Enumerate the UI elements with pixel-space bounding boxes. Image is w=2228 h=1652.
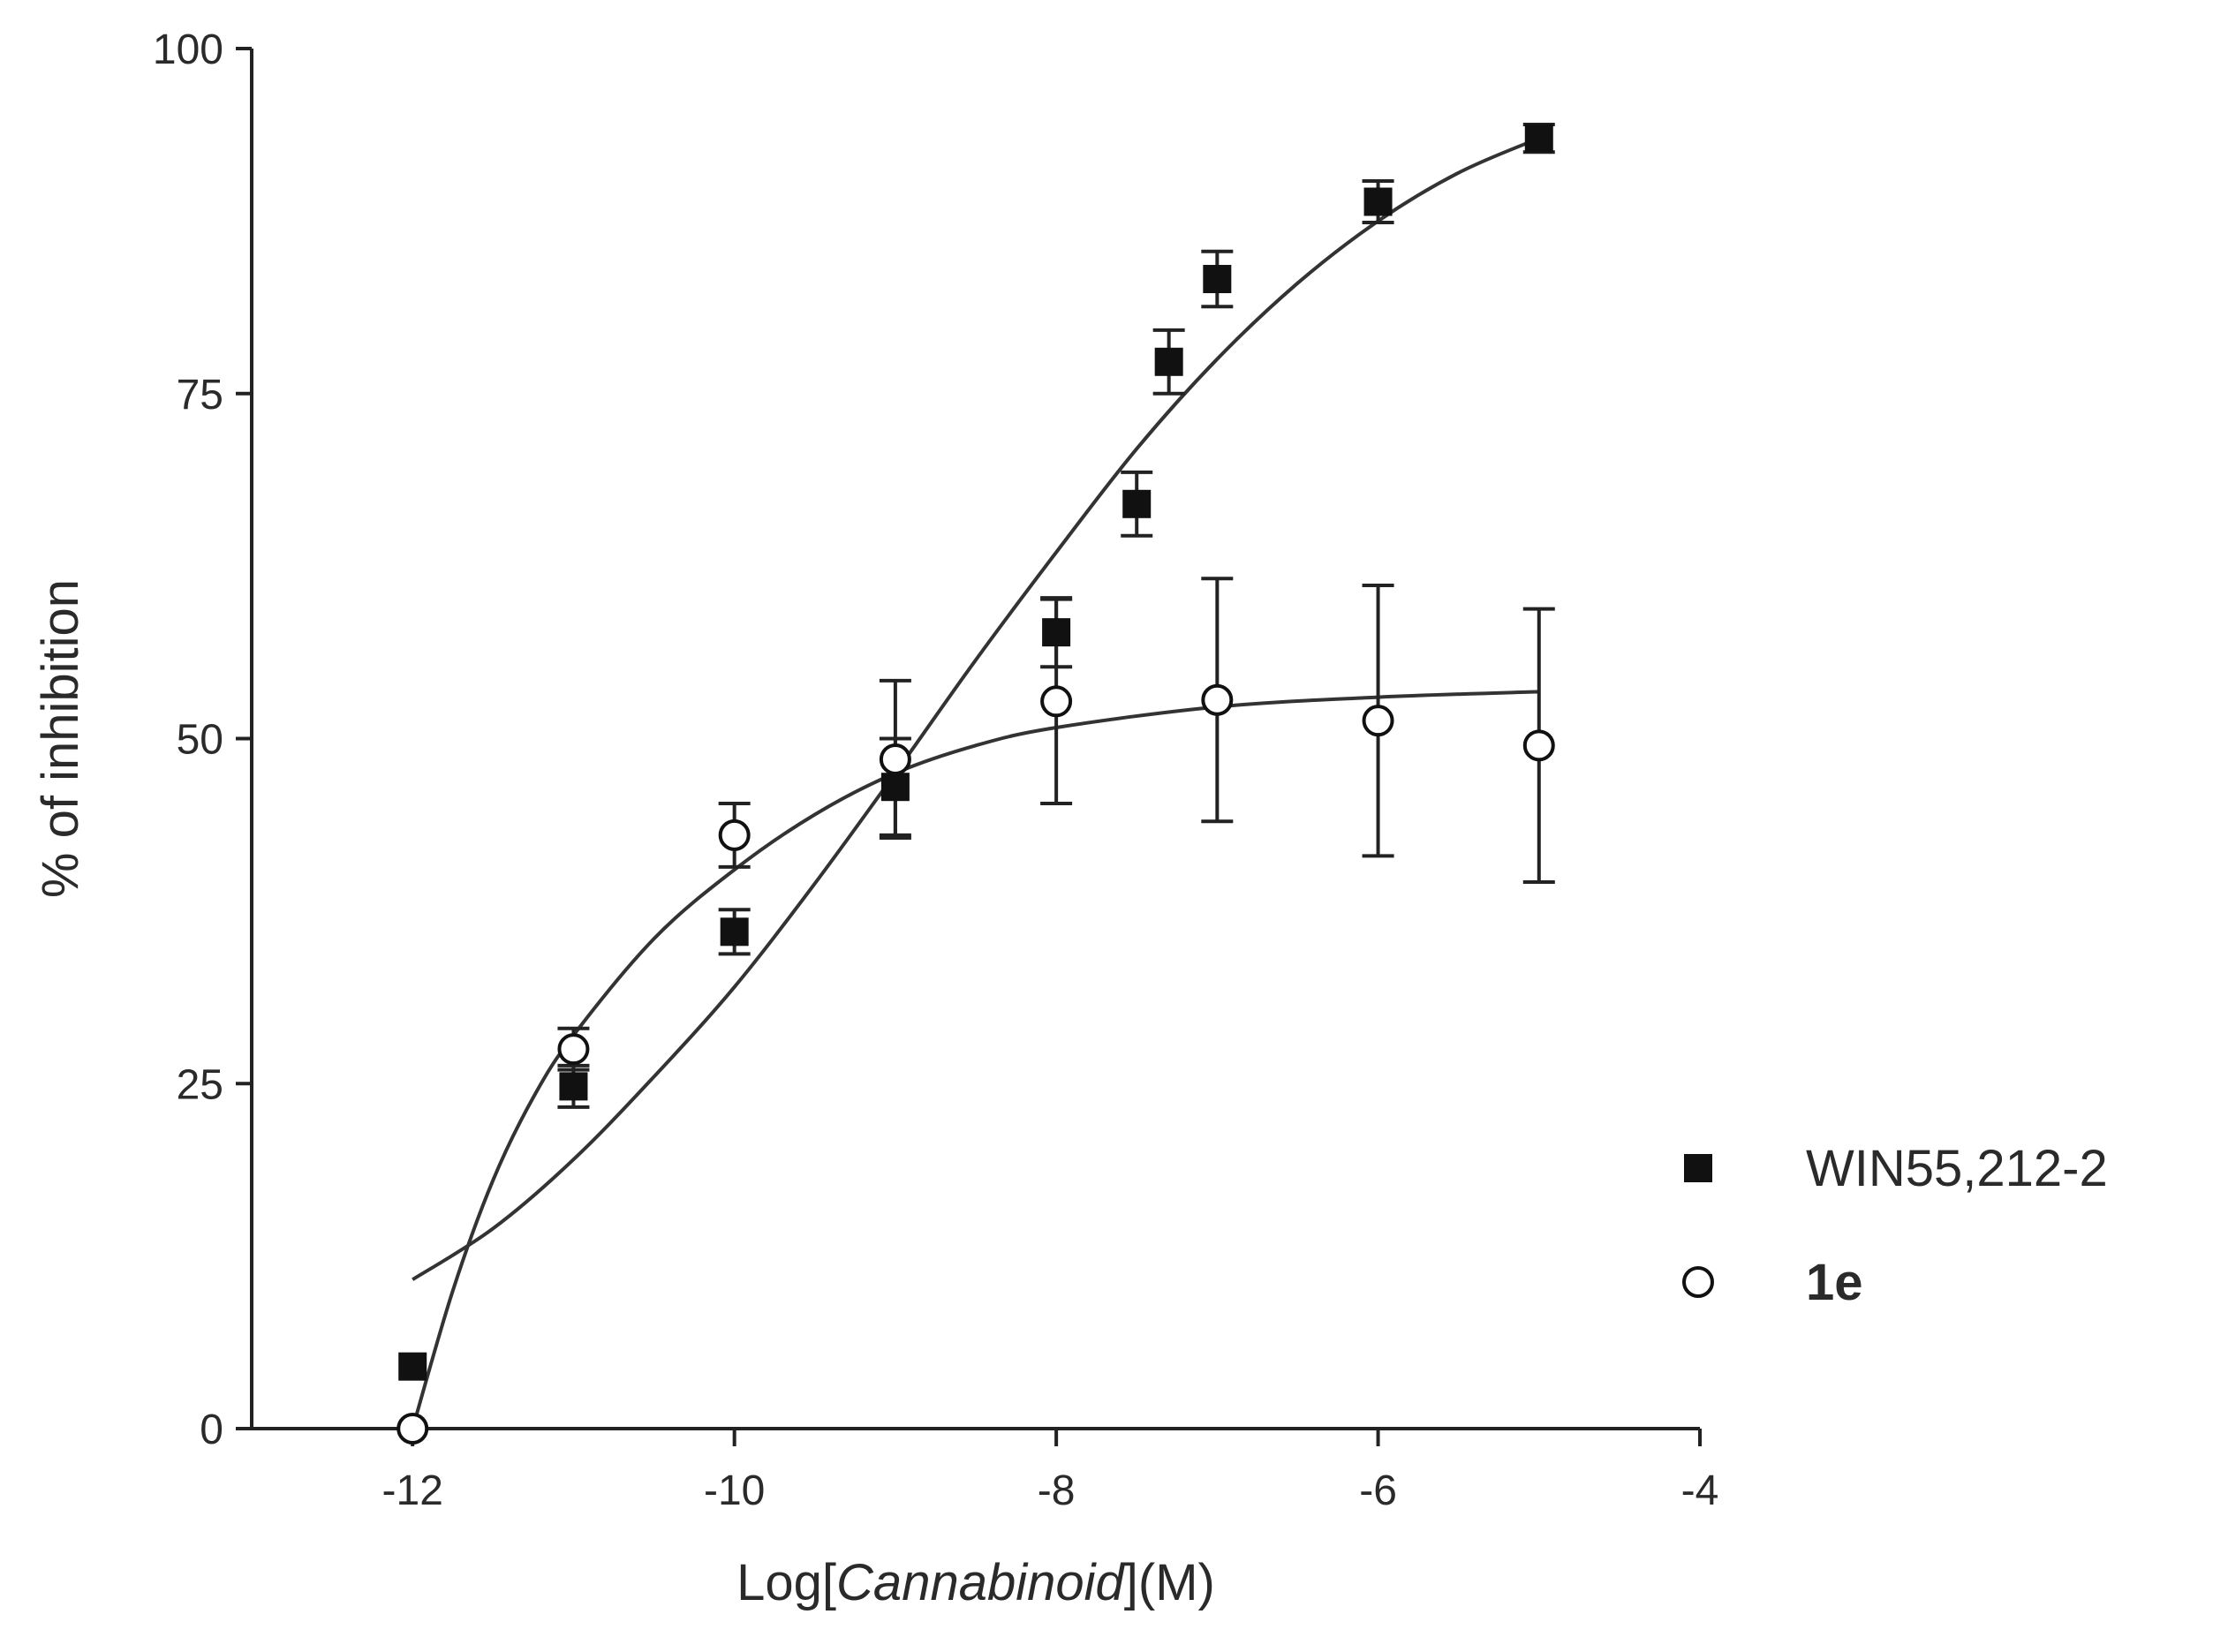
data-point-win55: [398, 1352, 427, 1381]
data-point-1e: [557, 1033, 590, 1066]
legend-marker-1e: [1682, 1266, 1714, 1298]
data-markers: [397, 124, 1555, 1445]
data-point-win55: [559, 1072, 588, 1101]
axes: -12 -10 -8 -6 -4 0 25 50 75 100: [153, 26, 1718, 1514]
legend-marker-win55: [1684, 1154, 1712, 1182]
y-tick-label: 50: [177, 717, 223, 764]
error-bars: [557, 122, 1555, 1109]
x-axis-ticks: -12 -10 -8 -6 -4: [382, 1429, 1719, 1514]
legend: WIN55,212-2 1e: [1682, 1140, 2108, 1311]
data-point-win55: [880, 773, 910, 802]
x-tick-label: -8: [1038, 1467, 1076, 1514]
fit-curves: [411, 136, 1540, 1429]
y-tick-label: 75: [177, 372, 223, 419]
y-axis-title: % of inhibition: [32, 579, 89, 898]
data-point-win55: [1122, 489, 1152, 518]
data-point-1e: [1040, 685, 1073, 718]
data-point-win55: [1203, 265, 1232, 294]
data-point-1e: [1362, 705, 1394, 737]
y-axis-ticks: 0 25 50 75 100: [153, 26, 252, 1453]
x-tick-label: -4: [1681, 1467, 1719, 1514]
legend-label-win55: WIN55,212-2: [1806, 1140, 2108, 1197]
x-tick-label: -6: [1359, 1467, 1397, 1514]
y-tick-label: 0: [200, 1407, 223, 1453]
data-point-win55: [1042, 618, 1071, 647]
data-point-1e: [1201, 683, 1234, 716]
y-tick-label: 100: [153, 26, 223, 73]
data-point-win55: [720, 917, 749, 947]
data-point-1e: [879, 743, 911, 775]
data-point-1e: [1522, 729, 1555, 762]
data-point-win55: [1154, 347, 1183, 376]
data-point-win55: [1363, 187, 1393, 216]
y-tick-label: 25: [177, 1061, 223, 1108]
data-point-win55: [1524, 124, 1553, 153]
fit-curve-win55: [412, 136, 1540, 1281]
data-point-1e: [397, 1413, 429, 1445]
x-tick-label: -12: [382, 1467, 443, 1514]
data-point-1e: [718, 818, 751, 851]
plot-area: [397, 122, 1555, 1445]
legend-label-1e: 1e: [1806, 1254, 1863, 1311]
x-tick-label: -10: [704, 1467, 765, 1514]
x-axis-title: Log[Cannabinoid](M): [736, 1554, 1215, 1611]
